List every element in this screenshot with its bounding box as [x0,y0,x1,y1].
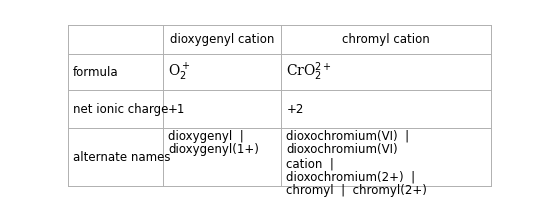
Text: net ionic charge: net ionic charge [73,103,168,116]
Text: alternate names: alternate names [73,150,171,164]
Text: dioxochromium(2+)  |: dioxochromium(2+) | [287,171,416,184]
Text: +1: +1 [168,103,186,116]
Text: dioxygenyl cation: dioxygenyl cation [170,33,275,46]
Text: +2: +2 [287,103,304,116]
Text: chromyl  |  chromyl(2+): chromyl | chromyl(2+) [287,184,427,198]
Text: chromyl cation: chromyl cation [342,33,430,46]
Text: dioxygenyl(1+): dioxygenyl(1+) [168,143,259,156]
Text: dioxygenyl  |: dioxygenyl | [168,130,244,143]
Text: dioxochromium(VI)  |: dioxochromium(VI) | [287,130,410,143]
Text: cation  |: cation | [287,157,335,170]
Text: dioxochromium(VI): dioxochromium(VI) [287,143,398,156]
Text: formula: formula [73,66,119,79]
Text: CrO$_2^{2+}$: CrO$_2^{2+}$ [287,61,332,83]
Text: O$_2^+$: O$_2^+$ [168,61,191,83]
